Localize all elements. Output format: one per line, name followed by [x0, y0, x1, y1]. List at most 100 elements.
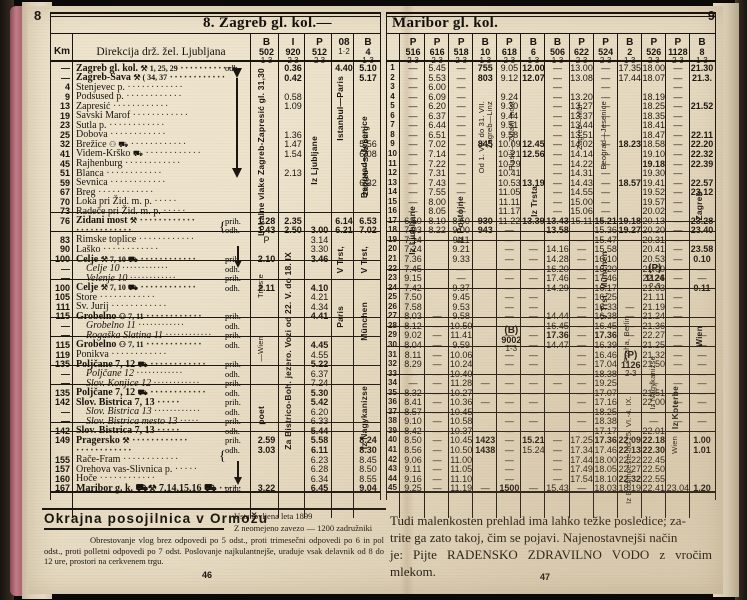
right-time-cell: 8.32: [401, 388, 425, 398]
right-time-cell: —: [673, 91, 683, 102]
right-train-header-6[interactable]: B 506 1-3: [549, 37, 565, 66]
right-train-header-4[interactable]: P 618 2-3: [501, 37, 517, 66]
right-time-cell: —: [408, 168, 418, 179]
left-time-cell: 0.36: [284, 63, 302, 73]
right-time-cell: —: [552, 206, 562, 217]
right-time-cell: 803: [477, 72, 493, 83]
right-time-cell: 13.19: [522, 177, 545, 188]
right-time-cell: —: [673, 101, 683, 112]
right-time-cell: 18.41: [642, 120, 666, 131]
row-station: ············: [76, 444, 133, 456]
right-time-cell: —: [408, 158, 418, 169]
right-time-cell: 1500: [499, 483, 520, 494]
right-row-number: 10: [388, 148, 397, 158]
left-train-header-3[interactable]: 08 1·2: [338, 37, 350, 57]
right-time-cell: 11.41: [450, 330, 473, 341]
right-time-cell: 845: [477, 139, 493, 150]
right-time-cell: 10.37: [449, 426, 473, 436]
right-time-cell: —: [570, 388, 594, 398]
right-row-number: 37: [388, 406, 397, 416]
right-time-cell: —: [601, 177, 611, 188]
row-km: 142: [54, 397, 70, 408]
right-row-number: 13: [388, 177, 397, 187]
right-time-cell: 17.46: [594, 445, 617, 455]
right-time-cell: 22.27: [642, 330, 666, 341]
right-time-cell: 20.20: [642, 225, 666, 235]
right-time-cell: —: [673, 196, 683, 207]
right-time-cell: 17.36: [546, 330, 569, 341]
right-train-header-3[interactable]: B 10 1-3: [479, 37, 492, 66]
right-train-header-1[interactable]: P 616 2-3: [429, 37, 445, 66]
right-row-number: 35: [388, 387, 397, 397]
left-table-title: 8. Zagreb gl. kol.—: [203, 15, 332, 31]
right-time-cell: 7.02: [428, 139, 446, 150]
right-time-cell: —: [673, 292, 683, 303]
right-time-cell: 8.04: [401, 340, 425, 350]
row-station: Laško ············: [76, 243, 160, 255]
right-time-cell: 17.36: [594, 330, 617, 341]
right-train-header-2[interactable]: P 518 2-3: [453, 37, 469, 66]
right-train-header-10[interactable]: P 526 2-3: [646, 37, 662, 66]
right-time-cell: 11.17: [498, 206, 521, 217]
header-direction: Direkcija drž. žel. Ljubljana: [96, 46, 226, 58]
right-time-cell: —: [521, 426, 545, 436]
left-train-header-4[interactable]: B 4 1·3: [362, 37, 374, 66]
right-time-cell: 10.36: [449, 397, 473, 408]
right-train-header-9[interactable]: B 2 1-3: [623, 37, 636, 66]
right-time-cell: —: [528, 292, 538, 303]
right-time-cell: 20.41: [642, 244, 666, 255]
row-km: 157: [54, 464, 70, 475]
row-station: Celje ⚒ 7, 10 ⛟ ············: [76, 282, 198, 294]
right-time-cell: —: [456, 63, 466, 73]
row-km: —: [61, 263, 70, 274]
right-train-header-11[interactable]: P 1128 2-3: [668, 37, 688, 66]
right-time-cell: 5.53: [428, 72, 446, 83]
right-time-cell: —: [570, 235, 594, 245]
right-train-header-8[interactable]: P 524 2-3: [598, 37, 614, 66]
left-vertical-label-9: —Wien: [256, 336, 265, 362]
right-time-cell: 14.22: [570, 158, 593, 169]
right-row-number: 30: [388, 339, 397, 349]
right-time-cell: —: [697, 330, 707, 341]
right-inline-train-box-2[interactable]: (P) 1126 2-3: [620, 350, 641, 379]
right-inline-train-box-0[interactable]: (P) 1124 2-3: [645, 263, 665, 292]
right-time-cell: —: [625, 301, 635, 312]
right-time-cell: —: [642, 369, 666, 379]
right-time-cell: —: [528, 349, 538, 360]
left-train-header-0[interactable]: B 502 1·3: [258, 37, 275, 66]
right-time-cell: —: [577, 378, 587, 389]
right-time-cell: 10.50: [449, 321, 473, 331]
right-time-cell: 22.39: [690, 158, 714, 169]
left-train-header-1[interactable]: I 920 2 3: [285, 37, 301, 66]
row-km: 59: [59, 177, 70, 188]
right-inline-train-box-1[interactable]: (B) 9002 1-3: [501, 325, 522, 354]
left-train-header-2[interactable]: P 512 2 3: [311, 37, 328, 66]
right-time-cell: 1423: [475, 435, 496, 446]
right-time-cell: —: [408, 206, 418, 217]
right-time-cell: —: [666, 426, 690, 436]
row-brace: {: [219, 220, 226, 235]
right-time-cell: 1.20: [693, 483, 711, 494]
row-arrival-departure: prih.: [225, 273, 241, 283]
right-train-header-5[interactable]: B 6 1-3: [527, 37, 540, 66]
left-time-cell: 1.54: [284, 148, 302, 159]
row-station: Dobova ············: [76, 129, 167, 141]
row-km: 115: [55, 339, 70, 350]
right-row-number: 27: [388, 311, 397, 321]
right-time-cell: —: [552, 435, 562, 446]
right-train-header-12[interactable]: B 8 1-3: [696, 37, 708, 66]
right-time-cell: 16.46: [594, 349, 617, 360]
right-row-number: 24: [388, 282, 397, 292]
right-row-number: 41: [388, 445, 397, 454]
left-time-cell: 5.10: [359, 63, 377, 73]
right-time-cell: 18.35: [642, 110, 666, 121]
row-km: 9: [64, 91, 70, 102]
right-train-header-7[interactable]: P 622 2-3: [574, 37, 590, 66]
right-time-cell: —: [408, 139, 418, 150]
left-time-cell: 6.34: [310, 473, 329, 484]
row-km: 45: [59, 158, 70, 169]
right-train-header-0[interactable]: P 516 2-3: [405, 37, 421, 66]
right-time-cell: —: [666, 407, 690, 417]
right-time-cell: —: [673, 82, 683, 93]
right-row-number: 34: [388, 378, 397, 388]
